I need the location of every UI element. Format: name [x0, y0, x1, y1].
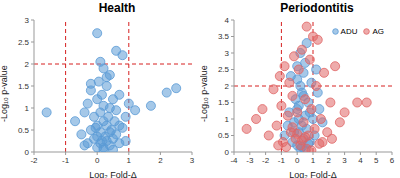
svg-text:-Log₁₀ p-value: -Log₁₀ p-value: [8, 65, 9, 122]
svg-text:0: 0: [225, 148, 230, 157]
svg-text:3.5: 3.5: [218, 32, 230, 41]
svg-text:-2: -2: [262, 156, 270, 165]
svg-text:-4: -4: [230, 156, 238, 165]
svg-text:3: 3: [342, 156, 347, 165]
svg-text:0.5: 0.5: [18, 126, 30, 135]
svg-text:2.5: 2.5: [218, 65, 230, 74]
svg-text:-1: -1: [62, 156, 70, 165]
svg-text:6: 6: [390, 156, 392, 165]
html-text:Periodontitis: Periodontitis: [280, 1, 354, 15]
svg-text:1: 1: [127, 156, 132, 165]
svg-text:0.5: 0.5: [218, 131, 230, 140]
svg-text:1.5: 1.5: [218, 98, 230, 107]
svg-text:2.5: 2.5: [18, 38, 30, 47]
svg-text:1: 1: [25, 104, 30, 113]
svg-text:5: 5: [374, 156, 379, 165]
svg-text:Log₂ Fold-Δ: Log₂ Fold-Δ: [89, 170, 137, 178]
svg-text:4: 4: [225, 16, 230, 25]
html-text:ADU: ADU: [340, 27, 358, 36]
svg-text:2: 2: [327, 156, 332, 165]
svg-text:1: 1: [311, 156, 316, 165]
svg-text:-2: -2: [30, 156, 38, 165]
svg-text:2: 2: [225, 82, 230, 91]
svg-text:0: 0: [95, 156, 100, 165]
svg-text:1.5: 1.5: [18, 82, 30, 91]
svg-text:3: 3: [25, 16, 30, 25]
html-text:AG: AG: [372, 27, 384, 36]
svg-text:2: 2: [158, 156, 163, 165]
html-text:Health: Health: [98, 1, 136, 15]
svg-text:Log₂ Fold-Δ: Log₂ Fold-Δ: [289, 170, 337, 178]
svg-text:-1: -1: [278, 156, 286, 165]
svg-text:0: 0: [295, 156, 300, 165]
svg-text:-3: -3: [246, 156, 254, 165]
svg-text:3: 3: [225, 49, 230, 58]
svg-text:2: 2: [25, 60, 30, 69]
svg-text:3: 3: [190, 156, 195, 165]
svg-text:-Log₁₀ p-value: -Log₁₀ p-value: [200, 65, 209, 122]
svg-text:0: 0: [25, 148, 30, 157]
svg-text:1: 1: [225, 115, 230, 124]
svg-text:4: 4: [358, 156, 363, 165]
